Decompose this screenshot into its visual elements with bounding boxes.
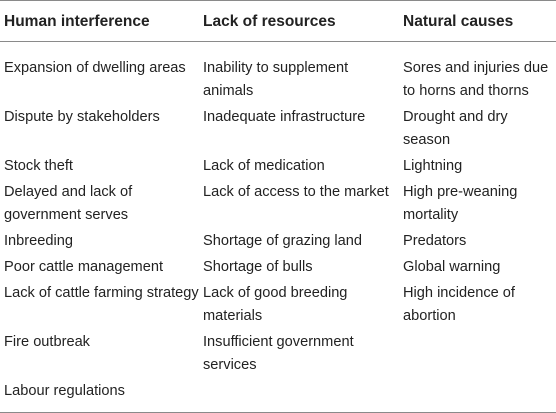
table-cell: High incidence of abortion	[403, 285, 515, 324]
table-cell: High pre-weaning mortality	[403, 184, 518, 223]
header-human-interference: Human interference	[0, 0, 199, 42]
table-cell: Insufficient government services	[203, 334, 354, 373]
table-cell: Poor cattle management	[4, 259, 163, 275]
table-cell: Shortage of grazing land	[203, 233, 363, 249]
table-header: Human interference Lack of resources Nat…	[0, 0, 556, 42]
table-cell	[399, 328, 556, 377]
table-cell: Drought and dry season	[403, 109, 508, 148]
table-cell: Inbreeding	[4, 233, 73, 249]
header-natural-causes: Natural causes	[399, 0, 556, 42]
table-row: Lack of cattle farming strategy Lack of …	[0, 279, 556, 328]
table-row: Stock theft Lack of medication Lightning	[0, 152, 556, 178]
table-cell: Shortage of bulls	[203, 259, 313, 275]
table-cell: Dispute by stakeholders	[4, 109, 160, 125]
table-cell: Expansion of dwelling areas	[4, 60, 186, 76]
table-cell: Lack of access to the market	[203, 184, 389, 200]
table-cell: Inadequate infrastructure	[203, 109, 366, 125]
table-row: Delayed and lack of government serves La…	[0, 178, 556, 227]
header-lack-of-resources: Lack of resources	[199, 0, 399, 42]
table-cell: Inability to supplement animals	[203, 60, 349, 99]
table-cell: Lightning	[403, 158, 463, 174]
table-row: Dispute by stakeholders Inadequate infra…	[0, 103, 556, 152]
table-row: Fire outbreak Insufficient government se…	[0, 328, 556, 377]
table-body: Expansion of dwelling areas Inability to…	[0, 42, 556, 413]
table-row: Poor cattle management Shortage of bulls…	[0, 253, 556, 279]
table-cell	[399, 377, 556, 413]
table-cell: Fire outbreak	[4, 334, 90, 350]
table-cell: Delayed and lack of government serves	[4, 184, 133, 223]
table-cell: Predators	[403, 233, 467, 249]
table-row: Labour regulations	[0, 377, 556, 413]
table-cell: Sores and injuries due to horns and thor…	[403, 60, 549, 99]
table-cell: Lack of medication	[203, 158, 325, 174]
header-row: Human interference Lack of resources Nat…	[0, 0, 556, 42]
table-cell: Lack of good breeding materials	[203, 285, 348, 324]
table-row: Expansion of dwelling areas Inability to…	[0, 42, 556, 104]
table-cell	[199, 377, 399, 413]
table-cell: Global warning	[403, 259, 501, 275]
table-cell: Lack of cattle farming strategy	[4, 285, 199, 301]
table-cell: Stock theft	[4, 158, 73, 174]
table-cell: Labour regulations	[0, 377, 199, 413]
table-row: Inbreeding Shortage of grazing land Pred…	[0, 227, 556, 253]
